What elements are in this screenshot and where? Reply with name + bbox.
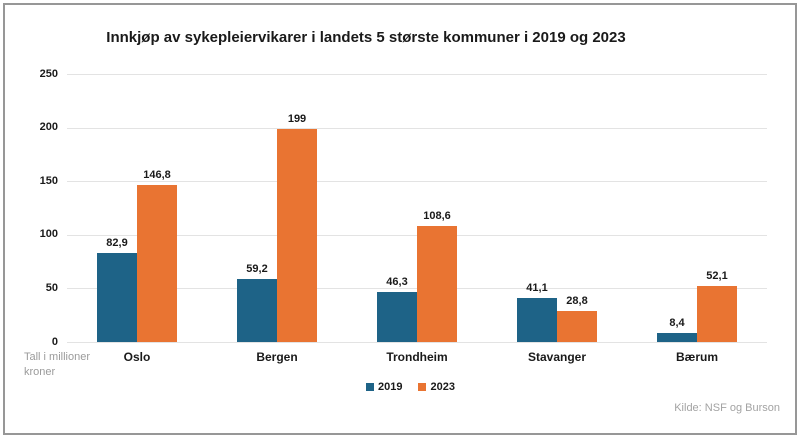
x-axis-category-label: Bærum (675, 350, 719, 364)
legend-label-2023: 2023 (430, 381, 455, 393)
bar-bergen-2023 (277, 128, 317, 342)
y-axis-tick-label: 100 (39, 228, 58, 241)
bar-oslo-2019 (97, 253, 137, 342)
legend-item-2023: 2023 (418, 381, 455, 393)
y-axis-tick-label: 250 (39, 67, 58, 80)
bar-value-label: 46,3 (386, 276, 408, 289)
bar-value-label: 59,2 (246, 262, 268, 275)
bar-value-label: 146,8 (143, 168, 171, 181)
bar-oslo-2023 (137, 184, 177, 342)
y-axis-tick-label: 0 (51, 335, 58, 348)
bar-value-label: 28,8 (566, 295, 588, 308)
unit-note: Tall i millioner kroner (24, 351, 91, 378)
bar-value-label: 8,4 (669, 316, 685, 329)
bar-trondheim-2023 (417, 225, 457, 342)
bar-stavanger-2019 (517, 297, 557, 342)
bar-bærum-2023 (697, 286, 737, 342)
legend-marker-2023-icon (418, 383, 427, 391)
chart-frame (3, 3, 797, 435)
bar-stavanger-2023 (557, 311, 597, 342)
x-axis-category-label: Oslo (123, 350, 151, 364)
y-axis-tick-label: 200 (39, 121, 58, 134)
bar-trondheim-2019 (377, 292, 417, 342)
bar-value-label: 108,6 (423, 209, 451, 222)
legend-label-2019: 2019 (378, 381, 403, 393)
x-axis-category-label: Bergen (256, 350, 298, 364)
gridline-0 (67, 342, 767, 343)
source-credit: Kilde: NSF og Burson (674, 402, 780, 414)
bar-bærum-2019 (657, 332, 697, 342)
legend-marker-2019-icon (366, 383, 374, 391)
x-axis-category-label: Stavanger (527, 350, 587, 364)
bar-value-label: 52,1 (706, 270, 728, 283)
legend-item-2019: 2019 (366, 381, 402, 393)
bar-bergen-2019 (237, 278, 277, 342)
x-axis-category-label: Trondheim (386, 350, 448, 364)
bar-value-label: 199 (287, 112, 307, 125)
gridline-250 (67, 74, 767, 75)
gridline-150 (67, 181, 767, 183)
bar-value-label: 82,9 (106, 237, 128, 250)
gridline-200 (67, 127, 767, 129)
legend: 2019 2023 (366, 381, 455, 393)
y-axis-tick-label: 150 (39, 174, 58, 187)
y-axis-tick-label: 50 (45, 281, 58, 294)
chart-title: Innkjøp av sykepleiervikarer i landets 5… (106, 29, 626, 46)
bar-value-label: 41,1 (526, 281, 548, 294)
